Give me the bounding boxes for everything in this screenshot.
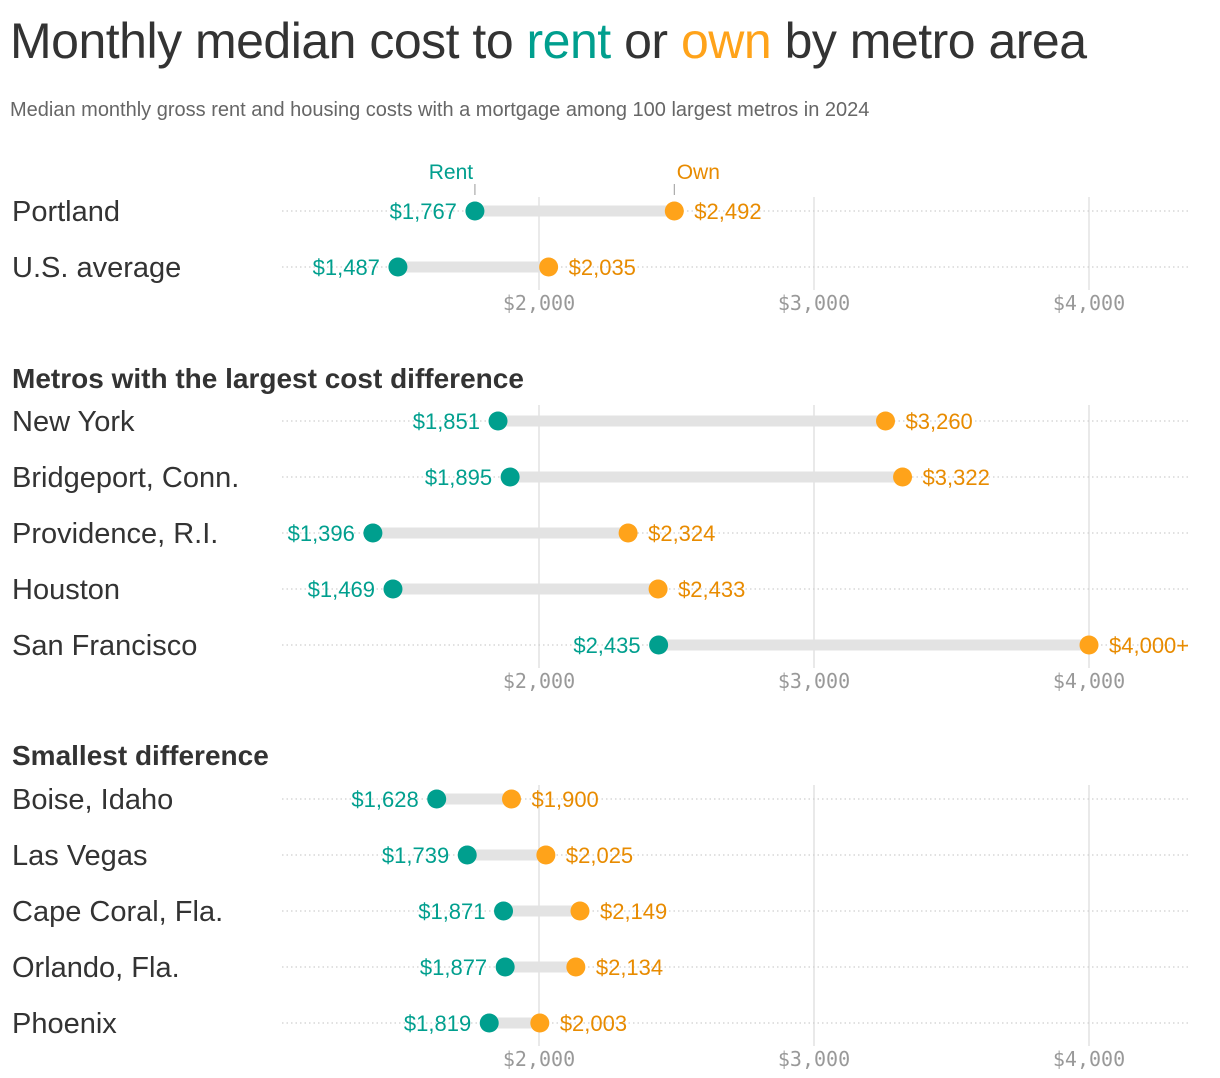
group-heading: Metros with the largest cost difference: [12, 363, 524, 394]
own-value-label: $2,035: [569, 255, 636, 280]
x-tick-label: $2,000: [503, 669, 575, 693]
rent-value-label: $1,877: [420, 955, 487, 980]
own-dot: [618, 523, 638, 543]
row-label: San Francisco: [12, 630, 197, 662]
rent-value-label: $2,435: [573, 633, 640, 658]
own-value-label: $3,322: [923, 465, 990, 490]
rent-dot: [388, 257, 408, 277]
own-value-label: $2,492: [694, 199, 761, 224]
rent-value-label: $1,851: [413, 409, 480, 434]
rent-dot: [427, 789, 447, 809]
rent-dot: [465, 201, 485, 221]
own-value-label: $2,324: [648, 521, 715, 546]
own-dot: [530, 1013, 550, 1033]
x-tick-label: $3,000: [778, 669, 850, 693]
rent-value-label: $1,767: [390, 199, 457, 224]
own-value-label: $2,134: [596, 955, 663, 980]
x-tick-label: $2,000: [503, 1047, 575, 1071]
own-value-label: $4,000+: [1109, 633, 1189, 658]
title-own: own: [680, 13, 772, 69]
own-dot: [536, 845, 556, 865]
title-text: or: [610, 13, 681, 69]
own-value-label: $1,900: [532, 787, 599, 812]
rent-value-label: $1,487: [313, 255, 380, 280]
title-text: Monthly median cost to: [10, 13, 527, 69]
row-label: Phoenix: [12, 1008, 117, 1040]
own-value-label: $2,149: [600, 899, 667, 924]
rent-dot: [500, 467, 520, 487]
rent-dot: [363, 523, 383, 543]
x-tick-label: $4,000: [1053, 291, 1125, 315]
own-value-label: $2,003: [560, 1011, 627, 1036]
row-label: New York: [12, 406, 135, 438]
own-dot: [664, 201, 684, 221]
row-label: Las Vegas: [12, 840, 147, 872]
x-tick-label: $4,000: [1053, 669, 1125, 693]
row-label: Portland: [12, 196, 120, 228]
rent-value-label: $1,819: [404, 1011, 471, 1036]
chart-title: Monthly median cost to rent or own by me…: [10, 12, 1087, 70]
own-value-label: $2,433: [678, 577, 745, 602]
row-label: Houston: [12, 574, 120, 606]
title-text: by metro area: [771, 13, 1087, 69]
legend-own: Own: [677, 161, 720, 184]
row-label: Boise, Idaho: [12, 784, 173, 816]
own-dot: [566, 957, 586, 977]
rent-value-label: $1,739: [382, 843, 449, 868]
rent-dot: [479, 1013, 499, 1033]
rent-dot: [494, 901, 514, 921]
row-label: Cape Coral, Fla.: [12, 896, 223, 928]
row-label: Orlando, Fla.: [12, 952, 180, 984]
x-tick-label: $3,000: [778, 291, 850, 315]
title-rent: rent: [526, 13, 612, 69]
own-dot: [648, 579, 668, 599]
row-label: U.S. average: [12, 252, 181, 284]
row-label: Providence, R.I.: [12, 518, 218, 550]
rent-value-label: $1,871: [418, 899, 485, 924]
row-label: Bridgeport, Conn.: [12, 462, 239, 494]
rent-dot: [649, 635, 669, 655]
rent-dot: [488, 411, 508, 431]
own-dot: [893, 467, 913, 487]
rent-value-label: $1,895: [425, 465, 492, 490]
own-dot: [1079, 635, 1099, 655]
own-value-label: $2,025: [566, 843, 633, 868]
x-tick-label: $3,000: [778, 1047, 850, 1071]
rent-dot: [457, 845, 477, 865]
x-tick-label: $2,000: [503, 291, 575, 315]
own-dot: [570, 901, 590, 921]
legend-rent: Rent: [429, 161, 474, 184]
own-dot: [876, 411, 895, 431]
rent-value-label: $1,628: [351, 787, 418, 812]
rent-dot: [495, 957, 515, 977]
rent-value-label: $1,396: [288, 521, 355, 546]
own-dot: [539, 257, 559, 277]
group-heading: Smallest difference: [12, 740, 269, 771]
own-dot: [502, 789, 521, 809]
x-tick-label: $4,000: [1053, 1047, 1125, 1071]
rent-value-label: $1,469: [308, 577, 375, 602]
rent-dot: [383, 579, 403, 599]
chart-subtitle: Median monthly gross rent and housing co…: [10, 99, 870, 121]
own-value-label: $3,260: [906, 409, 973, 434]
